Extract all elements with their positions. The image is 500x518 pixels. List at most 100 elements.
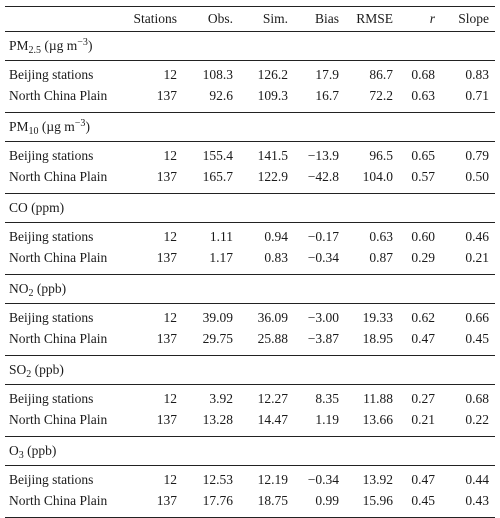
cell-name: Beijing stations bbox=[9, 472, 94, 487]
cell-stations: 137 bbox=[156, 169, 177, 184]
section-title-part: 10 bbox=[28, 126, 39, 137]
cell-obs: 165.7 bbox=[202, 169, 233, 184]
cell-stations: 12 bbox=[163, 391, 178, 406]
cell-obs: 1.11 bbox=[209, 229, 233, 244]
cell-r: 0.63 bbox=[411, 88, 435, 103]
section-rule bbox=[5, 141, 495, 142]
section-title-row: NO2 (ppb) bbox=[5, 275, 495, 303]
header-slope: Slope bbox=[458, 11, 489, 26]
cell-sim: 18.75 bbox=[257, 493, 288, 508]
cell-sim: 122.9 bbox=[257, 169, 288, 184]
section-title-row: PM2.5 (µg m−3) bbox=[5, 32, 495, 60]
section-title-row: O3 (ppb) bbox=[5, 437, 495, 465]
cell-stations: 137 bbox=[156, 412, 177, 427]
table-row: North China Plain 137 13.28 14.47 1.19 13.66 0… bbox=[5, 410, 495, 431]
section-rule bbox=[5, 193, 495, 194]
cell-slope: 0.71 bbox=[465, 88, 489, 103]
cell-rmse: 13.66 bbox=[362, 412, 393, 427]
cell-slope: 0.43 bbox=[465, 493, 489, 508]
cell-slope: 0.68 bbox=[465, 391, 489, 406]
cell-sim: 12.19 bbox=[257, 472, 288, 487]
cell-rmse: 0.63 bbox=[369, 229, 393, 244]
cell-rmse: 104.0 bbox=[362, 169, 393, 184]
cell-slope: 0.46 bbox=[465, 229, 489, 244]
section-title-part: 2 bbox=[26, 369, 32, 380]
section-title-part: (µg m bbox=[38, 119, 75, 134]
cell-stations: 137 bbox=[156, 493, 177, 508]
section-title-part: NO bbox=[9, 281, 29, 296]
cell-r: 0.60 bbox=[411, 229, 435, 244]
header-rmse: RMSE bbox=[356, 11, 393, 26]
section-rule bbox=[5, 112, 495, 113]
cell-obs: 17.76 bbox=[202, 493, 233, 508]
cell-bias: 16.7 bbox=[315, 88, 339, 103]
cell-r: 0.57 bbox=[411, 169, 435, 184]
section-title: SO2 (ppb) bbox=[9, 362, 64, 380]
header-r: r bbox=[429, 11, 435, 26]
section-rule bbox=[5, 222, 495, 223]
table-row: Beijing stations 12 3.92 12.27 8.35 11.88 0.27… bbox=[5, 389, 495, 410]
section-title-row: SO2 (ppb) bbox=[5, 356, 495, 384]
table-row: Beijing stations 12 12.53 12.19 −0.34 13.92 0.… bbox=[5, 470, 495, 491]
section-title-part: −3 bbox=[74, 118, 86, 129]
cell-r: 0.45 bbox=[411, 493, 435, 508]
header-stations: Stations bbox=[133, 11, 177, 26]
cell-rmse: 11.88 bbox=[363, 391, 393, 406]
section-title-part: ) bbox=[87, 38, 93, 53]
section-title-part: (µg m bbox=[41, 38, 78, 53]
cell-obs: 92.6 bbox=[209, 88, 233, 103]
section-title-part: O bbox=[9, 443, 19, 458]
cell-name: Beijing stations bbox=[9, 67, 94, 82]
cell-bias: −0.34 bbox=[307, 472, 339, 487]
cell-obs: 39.09 bbox=[202, 310, 233, 325]
table-body: PM2.5 (µg m−3) Beijing stations 12 108.3 126… bbox=[5, 31, 495, 518]
section-title: O3 (ppb) bbox=[9, 443, 56, 461]
statistics-table: Stations Obs. Sim. Bias RMSE r Slope PM2… bbox=[5, 6, 495, 518]
table-row: Beijing stations 12 1.11 0.94 −0.17 0.63 0.60 0… bbox=[5, 227, 495, 248]
cell-slope: 0.22 bbox=[465, 412, 489, 427]
cell-bias: 17.9 bbox=[315, 67, 339, 82]
cell-sim: 0.83 bbox=[264, 250, 288, 265]
cell-obs: 3.92 bbox=[209, 391, 233, 406]
section-title-part: 2.5 bbox=[28, 45, 42, 56]
cell-slope: 0.79 bbox=[465, 148, 489, 163]
cell-sim: 25.88 bbox=[257, 331, 288, 346]
cell-name: Beijing stations bbox=[9, 229, 94, 244]
cell-bias: −3.00 bbox=[307, 310, 339, 325]
cell-slope: 0.66 bbox=[465, 310, 489, 325]
section-title-part: CO (ppm) bbox=[9, 200, 65, 215]
cell-bias: −3.87 bbox=[307, 331, 339, 346]
table-row: Beijing stations 12 39.09 36.09 −3.00 19.33 0.… bbox=[5, 308, 495, 329]
cell-obs: 29.75 bbox=[202, 331, 233, 346]
cell-bias: 0.99 bbox=[315, 493, 339, 508]
cell-r: 0.21 bbox=[411, 412, 435, 427]
header-sim: Sim. bbox=[262, 11, 288, 26]
cell-slope: 0.83 bbox=[465, 67, 489, 82]
cell-name: North China Plain bbox=[9, 412, 108, 427]
cell-r: 0.47 bbox=[411, 472, 435, 487]
cell-rmse: 15.96 bbox=[362, 493, 393, 508]
cell-bias: −0.34 bbox=[307, 250, 339, 265]
cell-r: 0.27 bbox=[411, 391, 435, 406]
cell-sim: 12.27 bbox=[257, 391, 288, 406]
section-rule bbox=[5, 60, 495, 61]
section-rule bbox=[5, 274, 495, 275]
table-row: Beijing stations 12 155.4 141.5 −13.9 96.5 0.6… bbox=[5, 146, 495, 167]
section-title-part: PM bbox=[9, 119, 29, 134]
cell-slope: 0.45 bbox=[465, 331, 489, 346]
cell-sim: 141.5 bbox=[257, 148, 288, 163]
section-rule bbox=[5, 355, 495, 356]
top-rule bbox=[5, 6, 495, 7]
cell-r: 0.65 bbox=[411, 148, 435, 163]
cell-bias: 8.35 bbox=[315, 391, 339, 406]
table-row: Beijing stations 12 108.3 126.2 17.9 86.7 0.68… bbox=[5, 65, 495, 86]
cell-bias: −42.8 bbox=[307, 169, 339, 184]
cell-rmse: 86.7 bbox=[369, 67, 393, 82]
cell-rmse: 96.5 bbox=[369, 148, 393, 163]
header-bias: Bias bbox=[314, 11, 339, 26]
cell-sim: 126.2 bbox=[257, 67, 288, 82]
cell-rmse: 18.95 bbox=[362, 331, 393, 346]
cell-r: 0.68 bbox=[411, 67, 435, 82]
section-title: NO2 (ppb) bbox=[9, 281, 66, 299]
cell-stations: 12 bbox=[163, 310, 178, 325]
